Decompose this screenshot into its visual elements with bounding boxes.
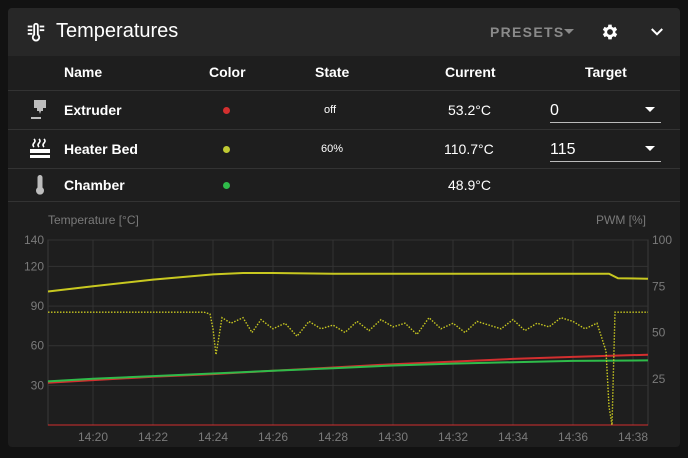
series-line (47, 272, 649, 293)
temperatures-panel: Temperatures PRESETS Name Color State Cu… (8, 8, 680, 447)
current-temperature: 110.7°C (444, 141, 494, 157)
x-tick-label: 14:36 (558, 430, 588, 444)
printer-nozzle-icon (31, 100, 46, 119)
caret-down-icon[interactable] (645, 107, 655, 112)
y-tick-label: 120 (24, 259, 44, 273)
y-tick-label: 30 (31, 378, 45, 392)
x-tick-label: 14:30 (378, 430, 408, 444)
y2-axis-label: PWM [%] (596, 213, 646, 227)
plot-frame (47, 239, 649, 426)
column-name: Name (64, 64, 103, 80)
y-tick-label: 90 (31, 299, 45, 313)
target-value[interactable]: 0 (550, 102, 559, 119)
target-input[interactable]: 115 (550, 137, 661, 162)
series-line (48, 311, 648, 426)
x-tick-label: 14:38 (618, 430, 648, 444)
x-tick-label: 14:20 (78, 430, 108, 444)
current-temperature: 48.9°C (448, 177, 491, 193)
color-dot[interactable] (223, 146, 230, 153)
x-tick-label: 14:26 (258, 430, 288, 444)
chevron-down-icon[interactable] (648, 23, 666, 41)
series-line (47, 359, 649, 383)
y2-tick-label: 25 (652, 372, 666, 386)
x-tick-label: 14:34 (498, 430, 528, 444)
y2-tick-label: 50 (652, 326, 666, 340)
x-tick-label: 14:22 (138, 430, 168, 444)
heater-name: Extruder (64, 102, 122, 118)
x-tick-label: 14:24 (198, 430, 228, 444)
caret-down-icon[interactable] (645, 146, 655, 151)
table-header: Name Color State Current Target (8, 56, 680, 91)
color-dot[interactable] (223, 107, 230, 114)
target-input[interactable]: 0 (550, 98, 661, 123)
y-tick-label: 140 (24, 233, 44, 247)
state-value: 60% (321, 143, 344, 155)
current-temperature: 53.2°C (448, 102, 491, 118)
sensor-name: Chamber (64, 177, 125, 193)
heater-name: Heater Bed (64, 141, 138, 157)
x-tick-label: 14:28 (318, 430, 348, 444)
series-line (47, 353, 649, 384)
caret-down-icon[interactable] (564, 29, 574, 35)
table-row: Extruder off 53.2°C 0 (8, 91, 680, 130)
gear-icon[interactable] (600, 22, 620, 42)
color-dot[interactable] (223, 182, 230, 189)
y-axis-label: Temperature [°C] (48, 213, 139, 227)
column-color: Color (209, 64, 246, 80)
target-value[interactable]: 115 (550, 141, 576, 158)
presets-button[interactable]: PRESETS (490, 24, 565, 40)
y2-tick-label: 75 (652, 279, 666, 293)
thermometer-lines-icon (27, 22, 45, 42)
y2-tick-label: 100 (652, 233, 672, 247)
state-value: off (324, 104, 337, 116)
temperature-chart: Temperature [°C] PWM [%] 30 60 90 120 140 25 5… (24, 213, 672, 444)
panel-header: Temperatures PRESETS (8, 8, 680, 56)
panel-title: Temperatures (56, 20, 179, 42)
table-row: Heater Bed 60% 110.7°C 115 (8, 130, 680, 169)
table-row: Chamber 48.9°C (8, 169, 680, 202)
column-state: State (315, 64, 350, 80)
x-tick-label: 14:32 (438, 430, 468, 444)
thermometer-icon (36, 175, 44, 195)
y-tick-label: 60 (31, 339, 45, 353)
radiator-icon (30, 138, 50, 158)
column-current: Current (445, 64, 496, 80)
column-target: Target (585, 64, 627, 80)
